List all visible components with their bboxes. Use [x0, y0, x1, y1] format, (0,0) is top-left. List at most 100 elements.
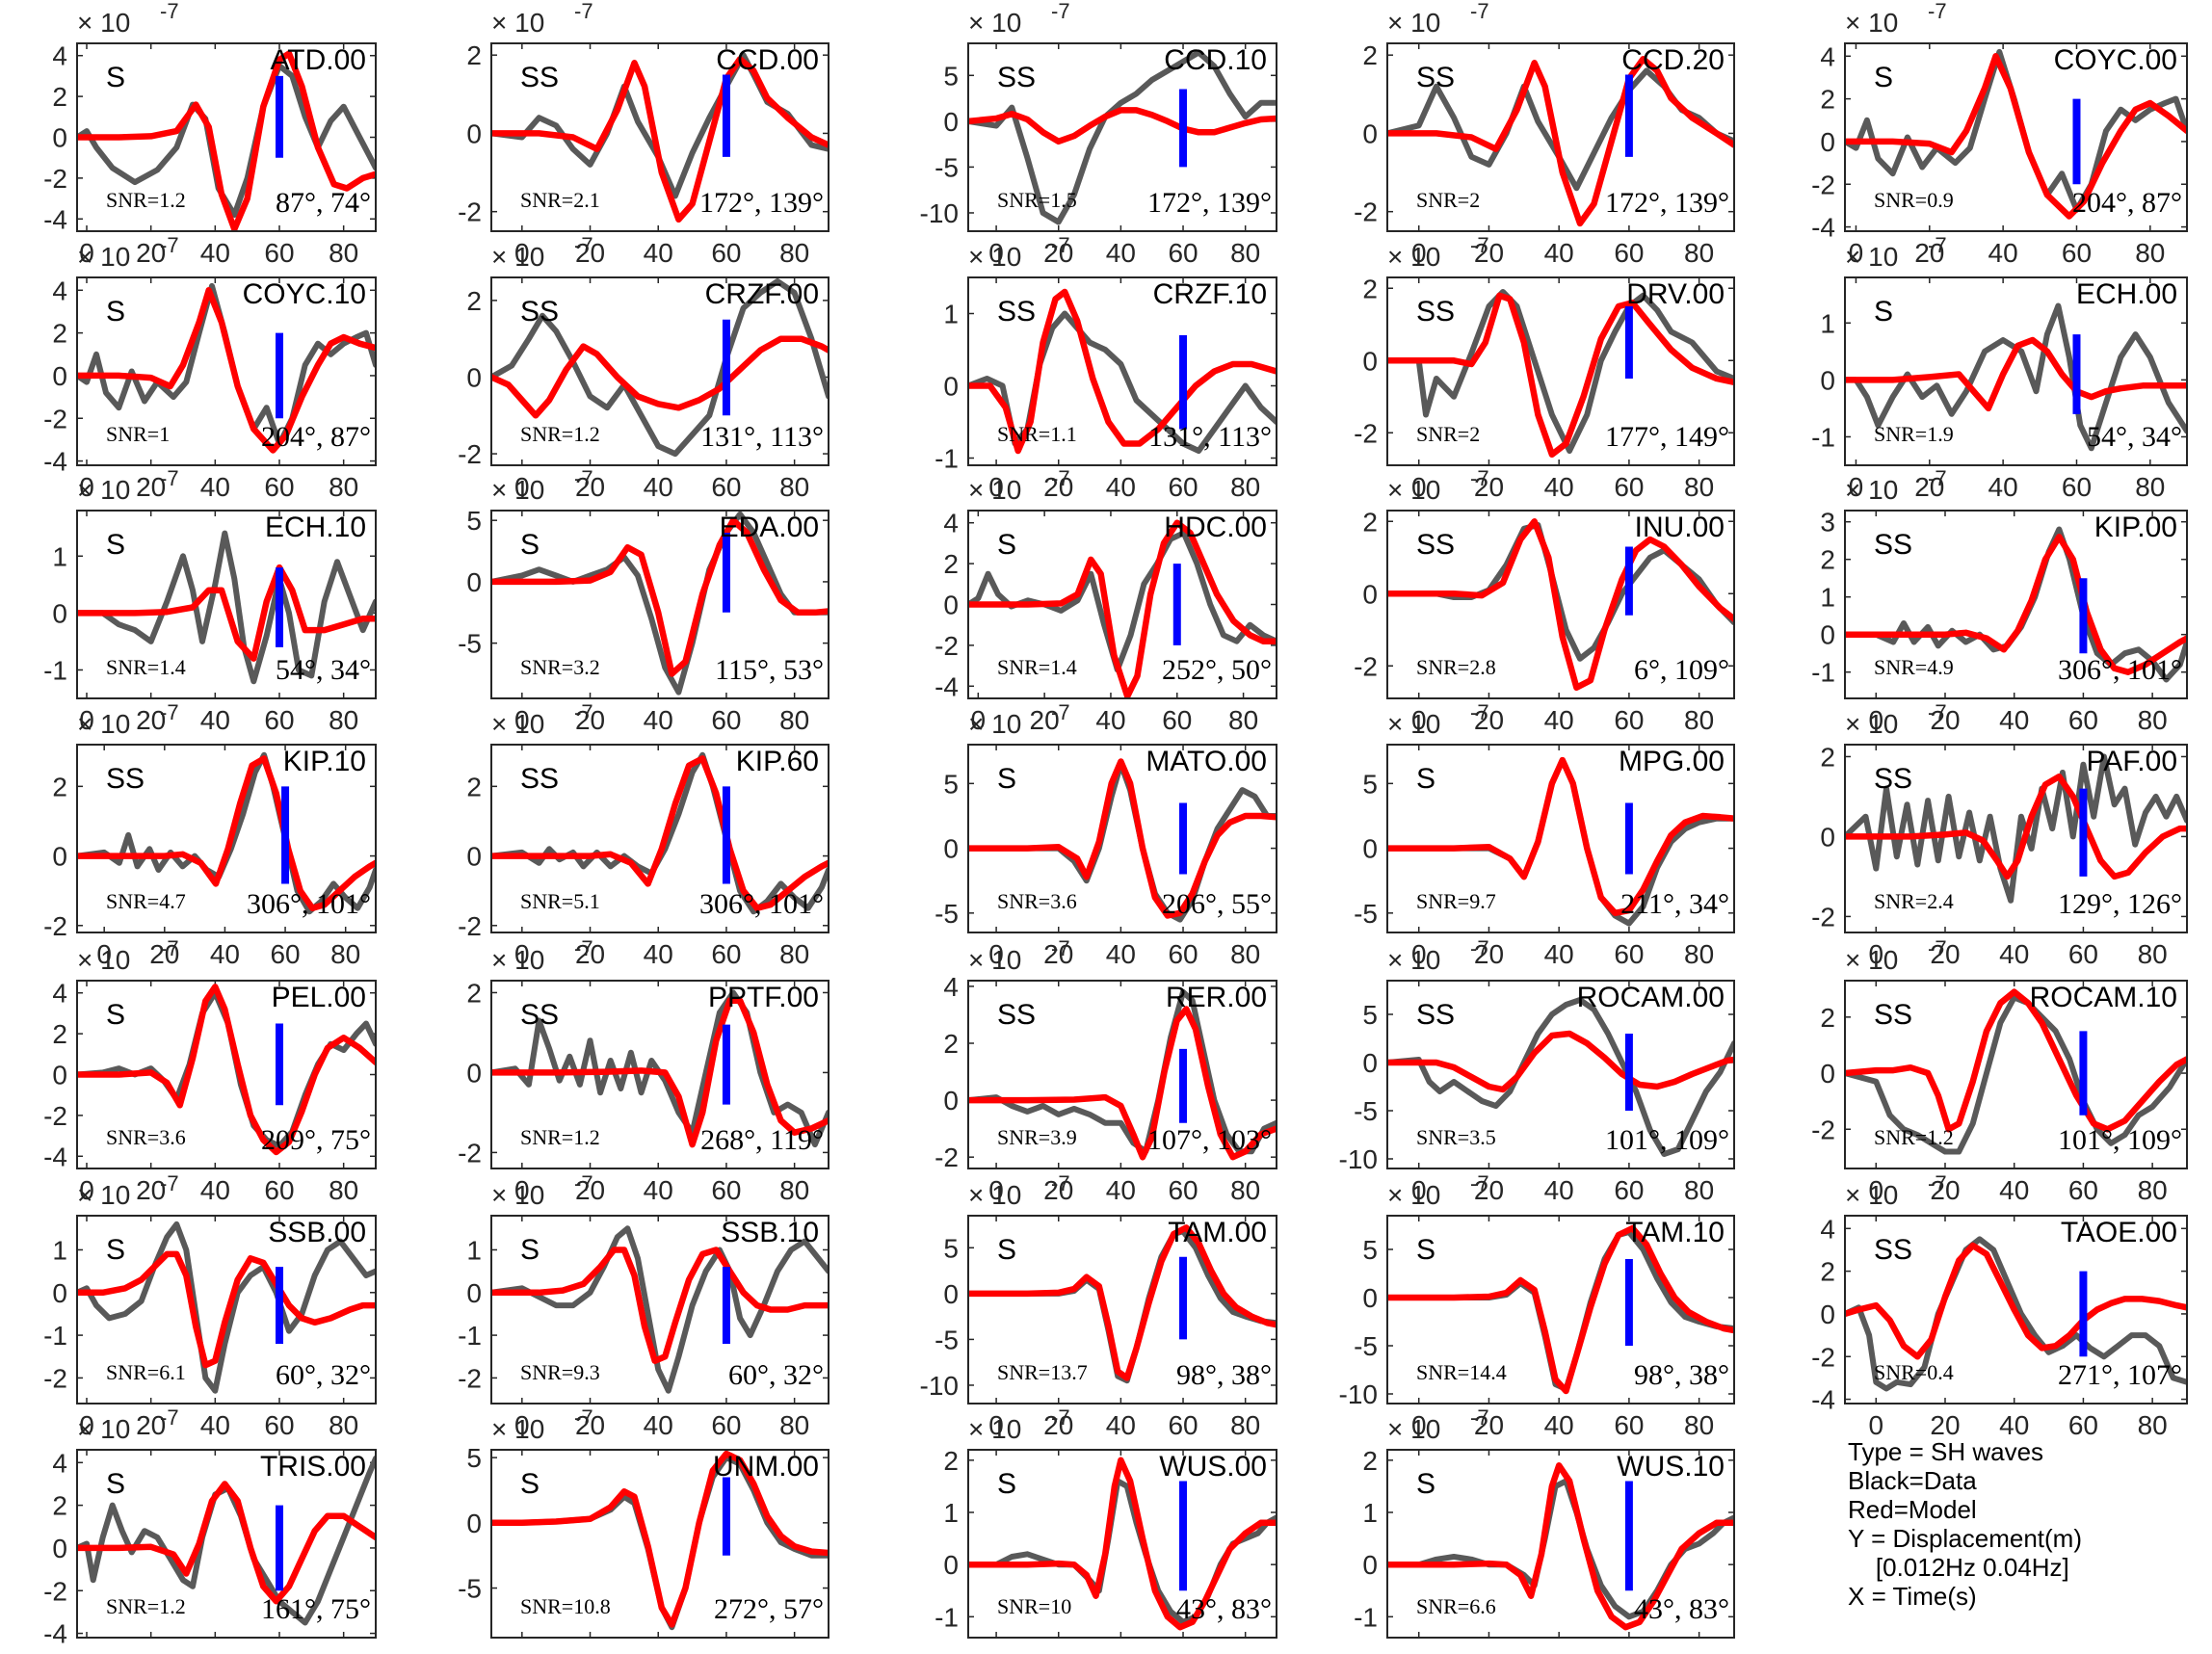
angle-label: 115°, 53° — [715, 654, 824, 686]
x-tick-label: 40 — [1544, 1175, 1574, 1205]
x-tick-label: 40 — [1106, 1410, 1136, 1440]
phase-label: S — [1416, 1468, 1435, 1500]
y-tick-label: 0 — [52, 361, 67, 391]
panel-traces — [968, 49, 1277, 225]
panel-frame — [967, 42, 1277, 232]
y-tick-label: 4 — [1820, 1214, 1835, 1244]
phase-label: SS — [1874, 1234, 1912, 1266]
y-tick-label: -5 — [1354, 899, 1378, 929]
waveform-panel-mpg.00: 0 20 40 60 80 -5 0 5 × 10 -7 S MPG.00 SNR=9.7 211°, 3… — [1354, 700, 1735, 969]
y-tick-label: -2 — [43, 1101, 67, 1131]
snr-label: SNR=13.7 — [997, 1360, 1088, 1384]
station-label: COYC.00 — [2054, 44, 2177, 76]
panel-traces — [1845, 1236, 2187, 1392]
x-tick-label: 0 — [79, 1410, 94, 1440]
panel-traces — [1387, 289, 1734, 459]
waveform-panel-ssb.10: 0 20 40 60 80 -2 -1 0 1 × 10 -7 S SSB.10 SNR=9.3 60°, … — [458, 1171, 830, 1440]
model-trace — [1387, 1462, 1734, 1631]
y-tick-label: 0 — [52, 1061, 67, 1090]
phase-label: S — [106, 1468, 125, 1500]
y-tick-label: 4 — [943, 509, 959, 538]
panel-frame — [1844, 1215, 2188, 1405]
y-tick-label: -2 — [43, 404, 67, 433]
x-tick-label: 60 — [711, 1644, 741, 1649]
y-tick-label: 2 — [943, 549, 959, 579]
phase-label: S — [106, 62, 125, 93]
y-exponent-label: × 10 — [968, 945, 1021, 975]
panel-traces — [1845, 302, 2187, 452]
x-tick-label: 40 — [1106, 472, 1136, 502]
y-exponent-power: -7 — [160, 700, 179, 724]
waveform-panel-hdc.00: 0 20 40 60 80 -4 -2 0 2 4 × 10 -7 S HDC.00 SNR=1.4 252°… — [935, 466, 1277, 735]
snr-label: SNR=1.2 — [106, 1594, 186, 1618]
x-tick-label: 20 — [1043, 472, 1073, 502]
panel-frame — [490, 980, 830, 1169]
x-tick-label: 20 — [136, 1644, 166, 1649]
x-tick-label: 40 — [200, 1644, 230, 1649]
model-trace — [1387, 518, 1734, 692]
model-trace — [491, 56, 829, 223]
x-tick-label: 40 — [644, 238, 673, 268]
y-exponent-power: -7 — [1928, 700, 1947, 724]
station-label: ROCAM.10 — [2030, 982, 2177, 1013]
panel-traces — [491, 511, 829, 696]
y-tick-label: 0 — [466, 567, 482, 597]
model-trace — [1387, 1224, 1734, 1395]
y-tick-label: 2 — [466, 286, 482, 316]
y-tick-label: -2 — [43, 1576, 67, 1606]
x-tick-label: 80 — [779, 1175, 809, 1205]
y-tick-label: -5 — [935, 152, 959, 182]
x-tick-label: 40 — [200, 1410, 230, 1440]
y-exponent-power: -7 — [1470, 936, 1489, 960]
x-tick-label: 40 — [644, 939, 673, 969]
station-label: SSB.00 — [268, 1217, 366, 1248]
x-tick-label: 40 — [1988, 238, 2018, 268]
waveform-panel-inu.00: 0 20 40 60 80 -2 0 2 × 10 -7 SS INU.00 SNR=2.8 6°, 10… — [1354, 466, 1735, 735]
angle-label: 101°, 109° — [2058, 1124, 2182, 1156]
panel-frame — [76, 980, 377, 1169]
x-tick-label: 0 — [79, 472, 94, 502]
y-exponent-label: × 10 — [1387, 1414, 1440, 1444]
panel-frame — [1844, 744, 2188, 933]
y-tick-label: 1 — [1820, 583, 1835, 613]
x-tick-label: 40 — [1999, 1175, 2029, 1205]
model-trace — [1387, 1030, 1734, 1093]
x-tick-label: 0 — [79, 1644, 94, 1649]
angle-label: 98°, 38° — [1634, 1359, 1729, 1391]
x-tick-label: 20 — [1474, 939, 1504, 969]
y-tick-label: -2 — [1811, 1342, 1835, 1372]
snr-label: SNR=1.5 — [997, 188, 1077, 212]
x-tick-label: 40 — [200, 705, 230, 735]
y-tick-label: 2 — [1820, 85, 1835, 115]
x-tick-label: 20 — [1474, 472, 1504, 502]
y-exponent-label: × 10 — [968, 475, 1021, 505]
x-tick-label: 60 — [711, 1175, 741, 1205]
x-tick-label: 80 — [1230, 472, 1260, 502]
y-tick-label: -10 — [1339, 1379, 1378, 1409]
angle-label: 54°, 34° — [276, 654, 371, 686]
station-label: CRZF.10 — [1153, 278, 1267, 310]
panel-frame — [1386, 42, 1735, 232]
y-exponent-power: -7 — [1051, 936, 1070, 960]
angle-label: 268°, 119° — [700, 1124, 824, 1156]
y-tick-label: 2 — [52, 1019, 67, 1049]
data-trace — [968, 49, 1277, 225]
model-trace — [77, 1481, 376, 1605]
x-tick-label: 20 — [1474, 705, 1504, 735]
legend-band-text: [0.012Hz 0.04Hz] — [1848, 1553, 2069, 1582]
x-tick-label: 0 — [1868, 1175, 1883, 1205]
waveform-panel-unm.00: 0 20 40 60 80 -5 0 5 × 10 -7 S UNM.00 SNR=10.8 272°, … — [458, 1405, 830, 1654]
snr-label: SNR=10 — [997, 1594, 1071, 1618]
phase-label: S — [520, 1468, 540, 1500]
x-tick-label: 20 — [575, 1175, 605, 1205]
y-exponent-label: × 10 — [77, 709, 130, 739]
x-tick-label: 60 — [264, 472, 294, 502]
y-tick-label: 2 — [52, 772, 67, 801]
station-label: COYC.10 — [243, 278, 366, 310]
phase-label: SS — [1874, 529, 1912, 561]
y-tick-label: -4 — [1811, 213, 1835, 243]
y-tick-label: 4 — [1820, 41, 1835, 71]
y-exponent-label: × 10 — [1845, 945, 1898, 975]
y-tick-label: 0 — [52, 842, 67, 872]
